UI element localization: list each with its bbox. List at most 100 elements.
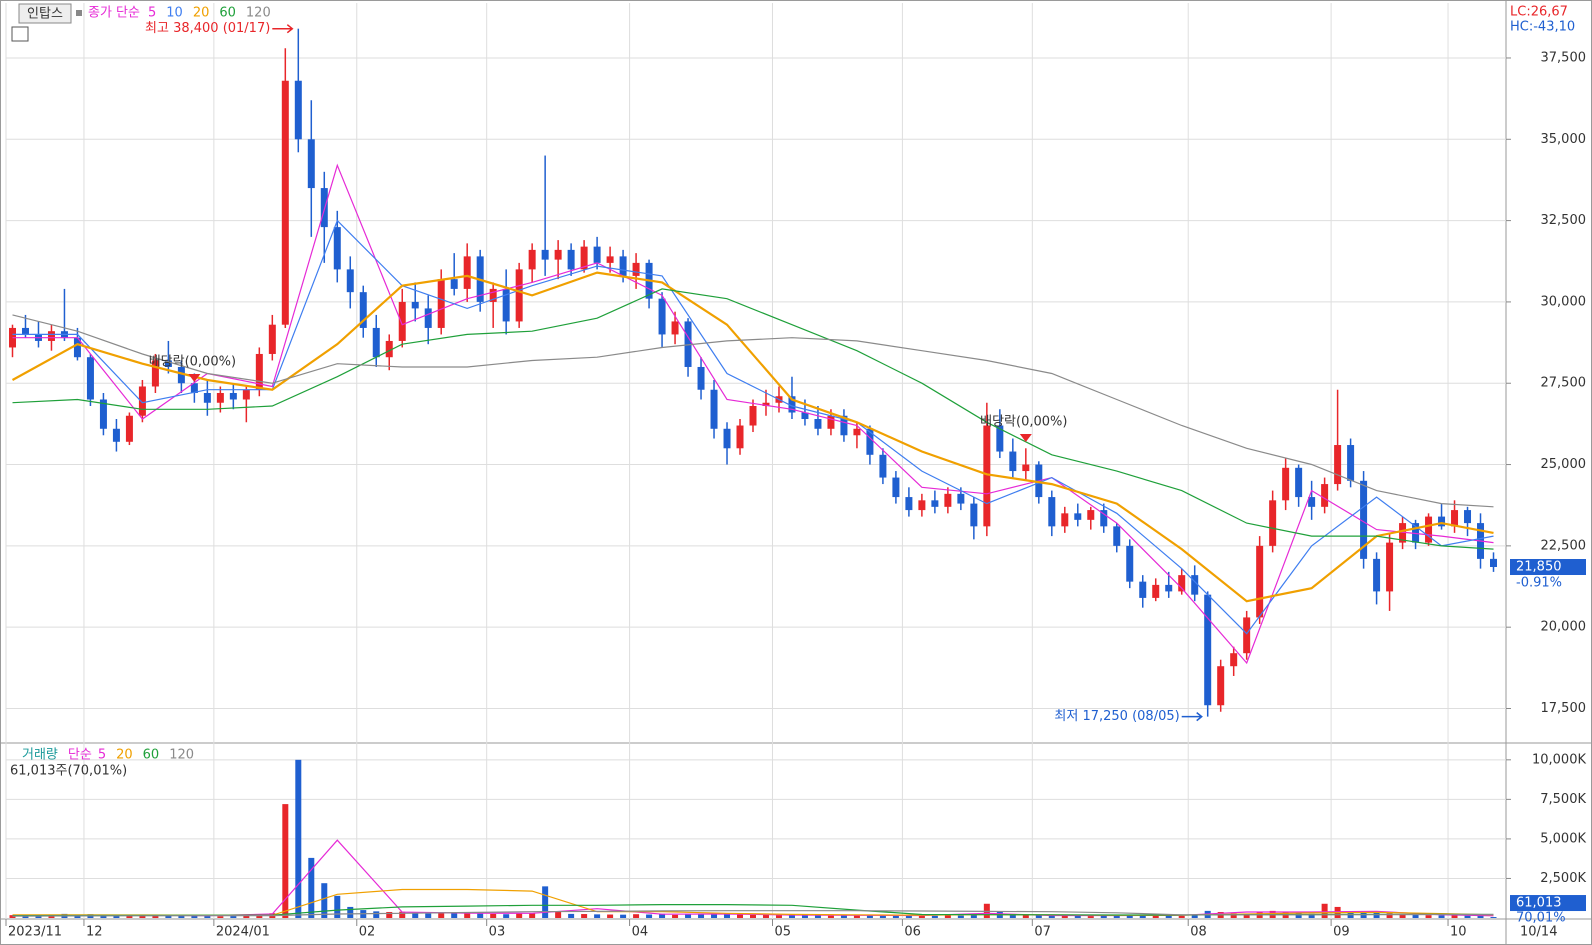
candle-body — [242, 389, 250, 400]
volume-bar — [334, 895, 341, 918]
candle-body — [762, 402, 770, 407]
candle-body — [632, 262, 640, 276]
volume-bar — [853, 915, 860, 918]
candle-body — [463, 256, 471, 289]
candle-body — [853, 428, 861, 436]
y-tick-label: 7,500K — [1540, 792, 1586, 807]
y-tick-label: 30,000 — [1541, 294, 1587, 309]
high-arrow — [272, 24, 294, 34]
dividend-note: 배당락(0,00%) — [149, 355, 236, 370]
volume-bar — [1321, 903, 1328, 918]
volume-bar — [1490, 917, 1497, 918]
x-tick-label: 2023/11 — [8, 925, 62, 940]
dividend-note: 배당락(0,00%) — [980, 415, 1067, 430]
candle-body — [840, 415, 848, 436]
candle-body — [1412, 523, 1420, 543]
volume-bar — [9, 915, 16, 918]
y-tick-label: 27,500 — [1541, 376, 1587, 391]
volume-bar — [892, 914, 899, 918]
ma-line — [12, 219, 1494, 635]
legend-entry: 5 — [98, 748, 106, 763]
volume-bar — [165, 915, 172, 918]
ma-line — [12, 288, 1494, 550]
candle-body — [580, 246, 588, 270]
candle-body — [372, 327, 380, 358]
high-note: 최고 38,400 (01/17) — [145, 21, 270, 36]
candle-body — [1425, 516, 1433, 543]
volume-bar — [1035, 915, 1042, 918]
table-icon[interactable] — [11, 26, 29, 42]
x-tick-label: 09 — [1333, 925, 1350, 940]
candle-body — [957, 493, 965, 504]
volume-bar — [970, 914, 977, 918]
volume-bar — [1048, 915, 1055, 918]
candle-body — [710, 389, 718, 429]
candle-body — [47, 331, 55, 341]
volume-bar — [1308, 913, 1315, 918]
last-change: -0.91% — [1516, 576, 1562, 591]
candle-body — [671, 321, 679, 335]
ticker[interactable]: 인탑스 — [27, 7, 63, 22]
candle-body — [944, 493, 952, 507]
candle-body — [359, 292, 367, 328]
y-tick-label: 37,500 — [1541, 50, 1587, 65]
volume-bar — [321, 883, 328, 918]
candle-body — [905, 497, 913, 511]
x-tick-label: 12 — [86, 925, 103, 940]
volume-bar — [126, 915, 133, 918]
candle-body — [229, 392, 237, 400]
candle-body — [1464, 510, 1472, 524]
volume-bar — [35, 915, 42, 918]
volume-bar — [1165, 915, 1172, 918]
y-tick-label: 20,000 — [1541, 620, 1587, 635]
candle-body — [164, 360, 172, 367]
x-tick-label: 02 — [359, 925, 376, 940]
volume-bar — [308, 857, 315, 918]
candle-body — [437, 279, 445, 328]
low-note: 최저 17,250 (08/05) — [1054, 709, 1179, 724]
last-volume: 61,013 — [1516, 896, 1562, 911]
last-price-box — [1510, 559, 1586, 576]
volume-bar — [1399, 914, 1406, 918]
candle-body — [268, 324, 276, 354]
ticker-button[interactable] — [18, 3, 72, 24]
volume-bar — [1425, 915, 1432, 918]
candle-body — [1165, 584, 1173, 592]
candle-body — [1009, 451, 1017, 472]
x-tick-label: 04 — [632, 925, 649, 940]
volume-bar — [1386, 913, 1393, 918]
candle-body — [1347, 445, 1355, 481]
volume-bar — [1243, 913, 1250, 918]
candle-body — [1334, 445, 1342, 485]
volume-bar — [490, 913, 497, 918]
axis-end-label: 10/14 — [1520, 925, 1557, 940]
hc-label: HC:-43,10 — [1510, 20, 1575, 35]
candle-body — [593, 246, 601, 263]
candle-body — [125, 415, 133, 442]
candle-body — [1308, 497, 1316, 507]
candle-body — [1386, 542, 1394, 592]
candle-body — [1217, 666, 1225, 706]
candle-body — [86, 357, 94, 400]
ma-line — [12, 910, 1494, 917]
volume-bar — [1074, 915, 1081, 918]
legend-entry: 60 — [143, 748, 160, 763]
candle-body — [567, 249, 575, 270]
candle-body — [1490, 558, 1498, 568]
volume-bar — [788, 914, 795, 918]
x-tick-label: 05 — [774, 925, 791, 940]
x-tick-label: 07 — [1034, 925, 1051, 940]
candle-body — [1204, 594, 1212, 706]
x-tick-label: 06 — [904, 925, 921, 940]
volume-bar — [217, 916, 224, 918]
candle-body — [1100, 510, 1108, 527]
volume-title: 거래량 — [22, 748, 58, 763]
volume-bar — [1178, 915, 1185, 918]
candle-body — [411, 301, 419, 309]
candle-body — [1373, 558, 1381, 592]
y-tick-label: 2,500K — [1540, 871, 1586, 886]
volume-bar — [918, 915, 925, 918]
volume-bar — [1230, 913, 1237, 918]
volume-bar — [879, 914, 886, 918]
candle-body — [398, 301, 406, 341]
